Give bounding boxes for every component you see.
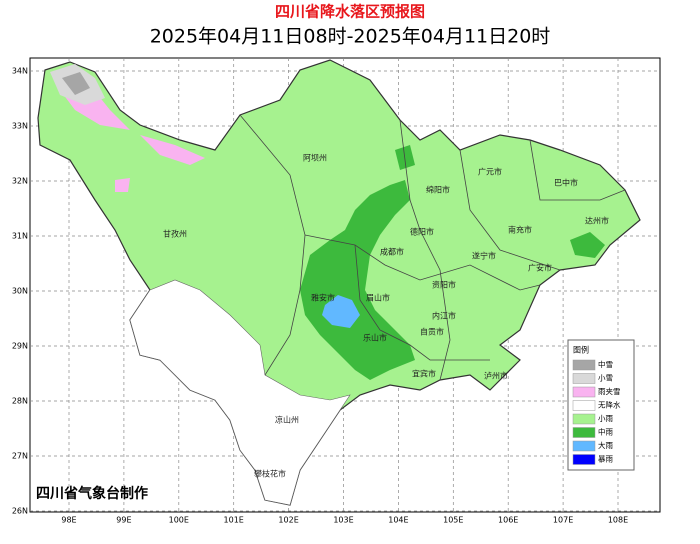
moderate-rain-area [300, 180, 415, 380]
sleet-area [115, 178, 130, 192]
place-label: 内江市 [432, 311, 456, 321]
heavy-rain-area [322, 295, 360, 328]
place-label: 德阳市 [410, 227, 434, 237]
legend-swatch [572, 373, 596, 384]
lon-label: 107E [553, 516, 573, 525]
place-label: 甘孜州 [163, 229, 187, 239]
place-label: 宜宾市 [412, 369, 436, 379]
lat-label: 33N [12, 122, 28, 131]
lon-label: 99E [116, 516, 131, 525]
place-label: 广安市 [528, 263, 552, 273]
lon-label: 104E [388, 516, 408, 525]
lat-label: 31N [12, 232, 28, 241]
legend-swatch [572, 400, 596, 411]
lon-label: 103E [333, 516, 353, 525]
lon-label: 108E [608, 516, 628, 525]
lon-label: 106E [498, 516, 518, 525]
place-label: 凉山州 [275, 415, 299, 425]
legend-swatch [572, 359, 596, 371]
border [239, 114, 306, 376]
place-label: 绵阳市 [426, 185, 450, 195]
legend-label: 小雨 [598, 414, 613, 423]
place-label: 乐山市 [363, 333, 387, 343]
legend-swatch [572, 386, 596, 398]
legend-swatch [572, 440, 596, 452]
border [354, 244, 490, 361]
border [529, 139, 626, 201]
lat-label: 29N [12, 342, 28, 351]
border [459, 149, 561, 271]
legend-label: 雨夹雪 [598, 386, 621, 396]
prefecture-borders [239, 114, 626, 381]
lat-label: 28N [12, 397, 28, 406]
sleet-area [140, 135, 205, 165]
legend-swatch [572, 454, 596, 465]
legend-label: 中雪 [598, 359, 613, 369]
moderate-rain-area [570, 232, 605, 258]
place-label: 巴中市 [554, 178, 578, 188]
legend-label: 大雨 [598, 440, 613, 450]
lat-label: 30N [12, 287, 28, 296]
lon-label: 102E [278, 516, 298, 525]
lat-label: 26N [12, 507, 28, 516]
place-label: 资阳市 [432, 280, 456, 290]
place-label: 自贡市 [420, 327, 444, 337]
place-label: 遂宁市 [472, 251, 496, 261]
lat-label: 27N [12, 452, 28, 461]
place-label: 达州市 [585, 216, 609, 226]
legend-label: 无降水 [598, 400, 621, 410]
place-label: 阿坝州 [303, 154, 327, 163]
place-label: 攀枝花市 [254, 469, 286, 479]
moderate-snow-area [62, 72, 90, 95]
no-rain-area [129, 279, 351, 506]
place-label: 广元市 [478, 167, 502, 177]
legend-swatch [572, 413, 596, 425]
lat-label: 32N [12, 177, 28, 186]
title: 四川省降水落区预报图 [275, 3, 425, 21]
subtitle: 2025年04月11日08时-2025年04月11日20时 [150, 26, 551, 48]
legend-label: 小雪 [598, 374, 613, 383]
place-label: 泸州市 [484, 371, 508, 381]
place-label: 南充市 [508, 225, 532, 235]
border [399, 119, 451, 381]
lon-label: 101E [224, 516, 244, 525]
credit: 四川省气象台制作 [36, 485, 148, 502]
legend-label: 中雨 [598, 427, 613, 437]
lon-label: 100E [169, 516, 189, 525]
lon-label: 105E [443, 516, 463, 525]
lat-label: 34N [12, 67, 28, 76]
lon-label: 98E [61, 516, 76, 525]
legend-swatch [572, 427, 596, 438]
legend-title: 图例 [573, 345, 589, 355]
legend-label: 暴雨 [598, 455, 613, 464]
place-label: 眉山市 [366, 293, 390, 303]
place-label: 雅安市 [311, 293, 335, 303]
place-label: 成都市 [380, 247, 404, 257]
